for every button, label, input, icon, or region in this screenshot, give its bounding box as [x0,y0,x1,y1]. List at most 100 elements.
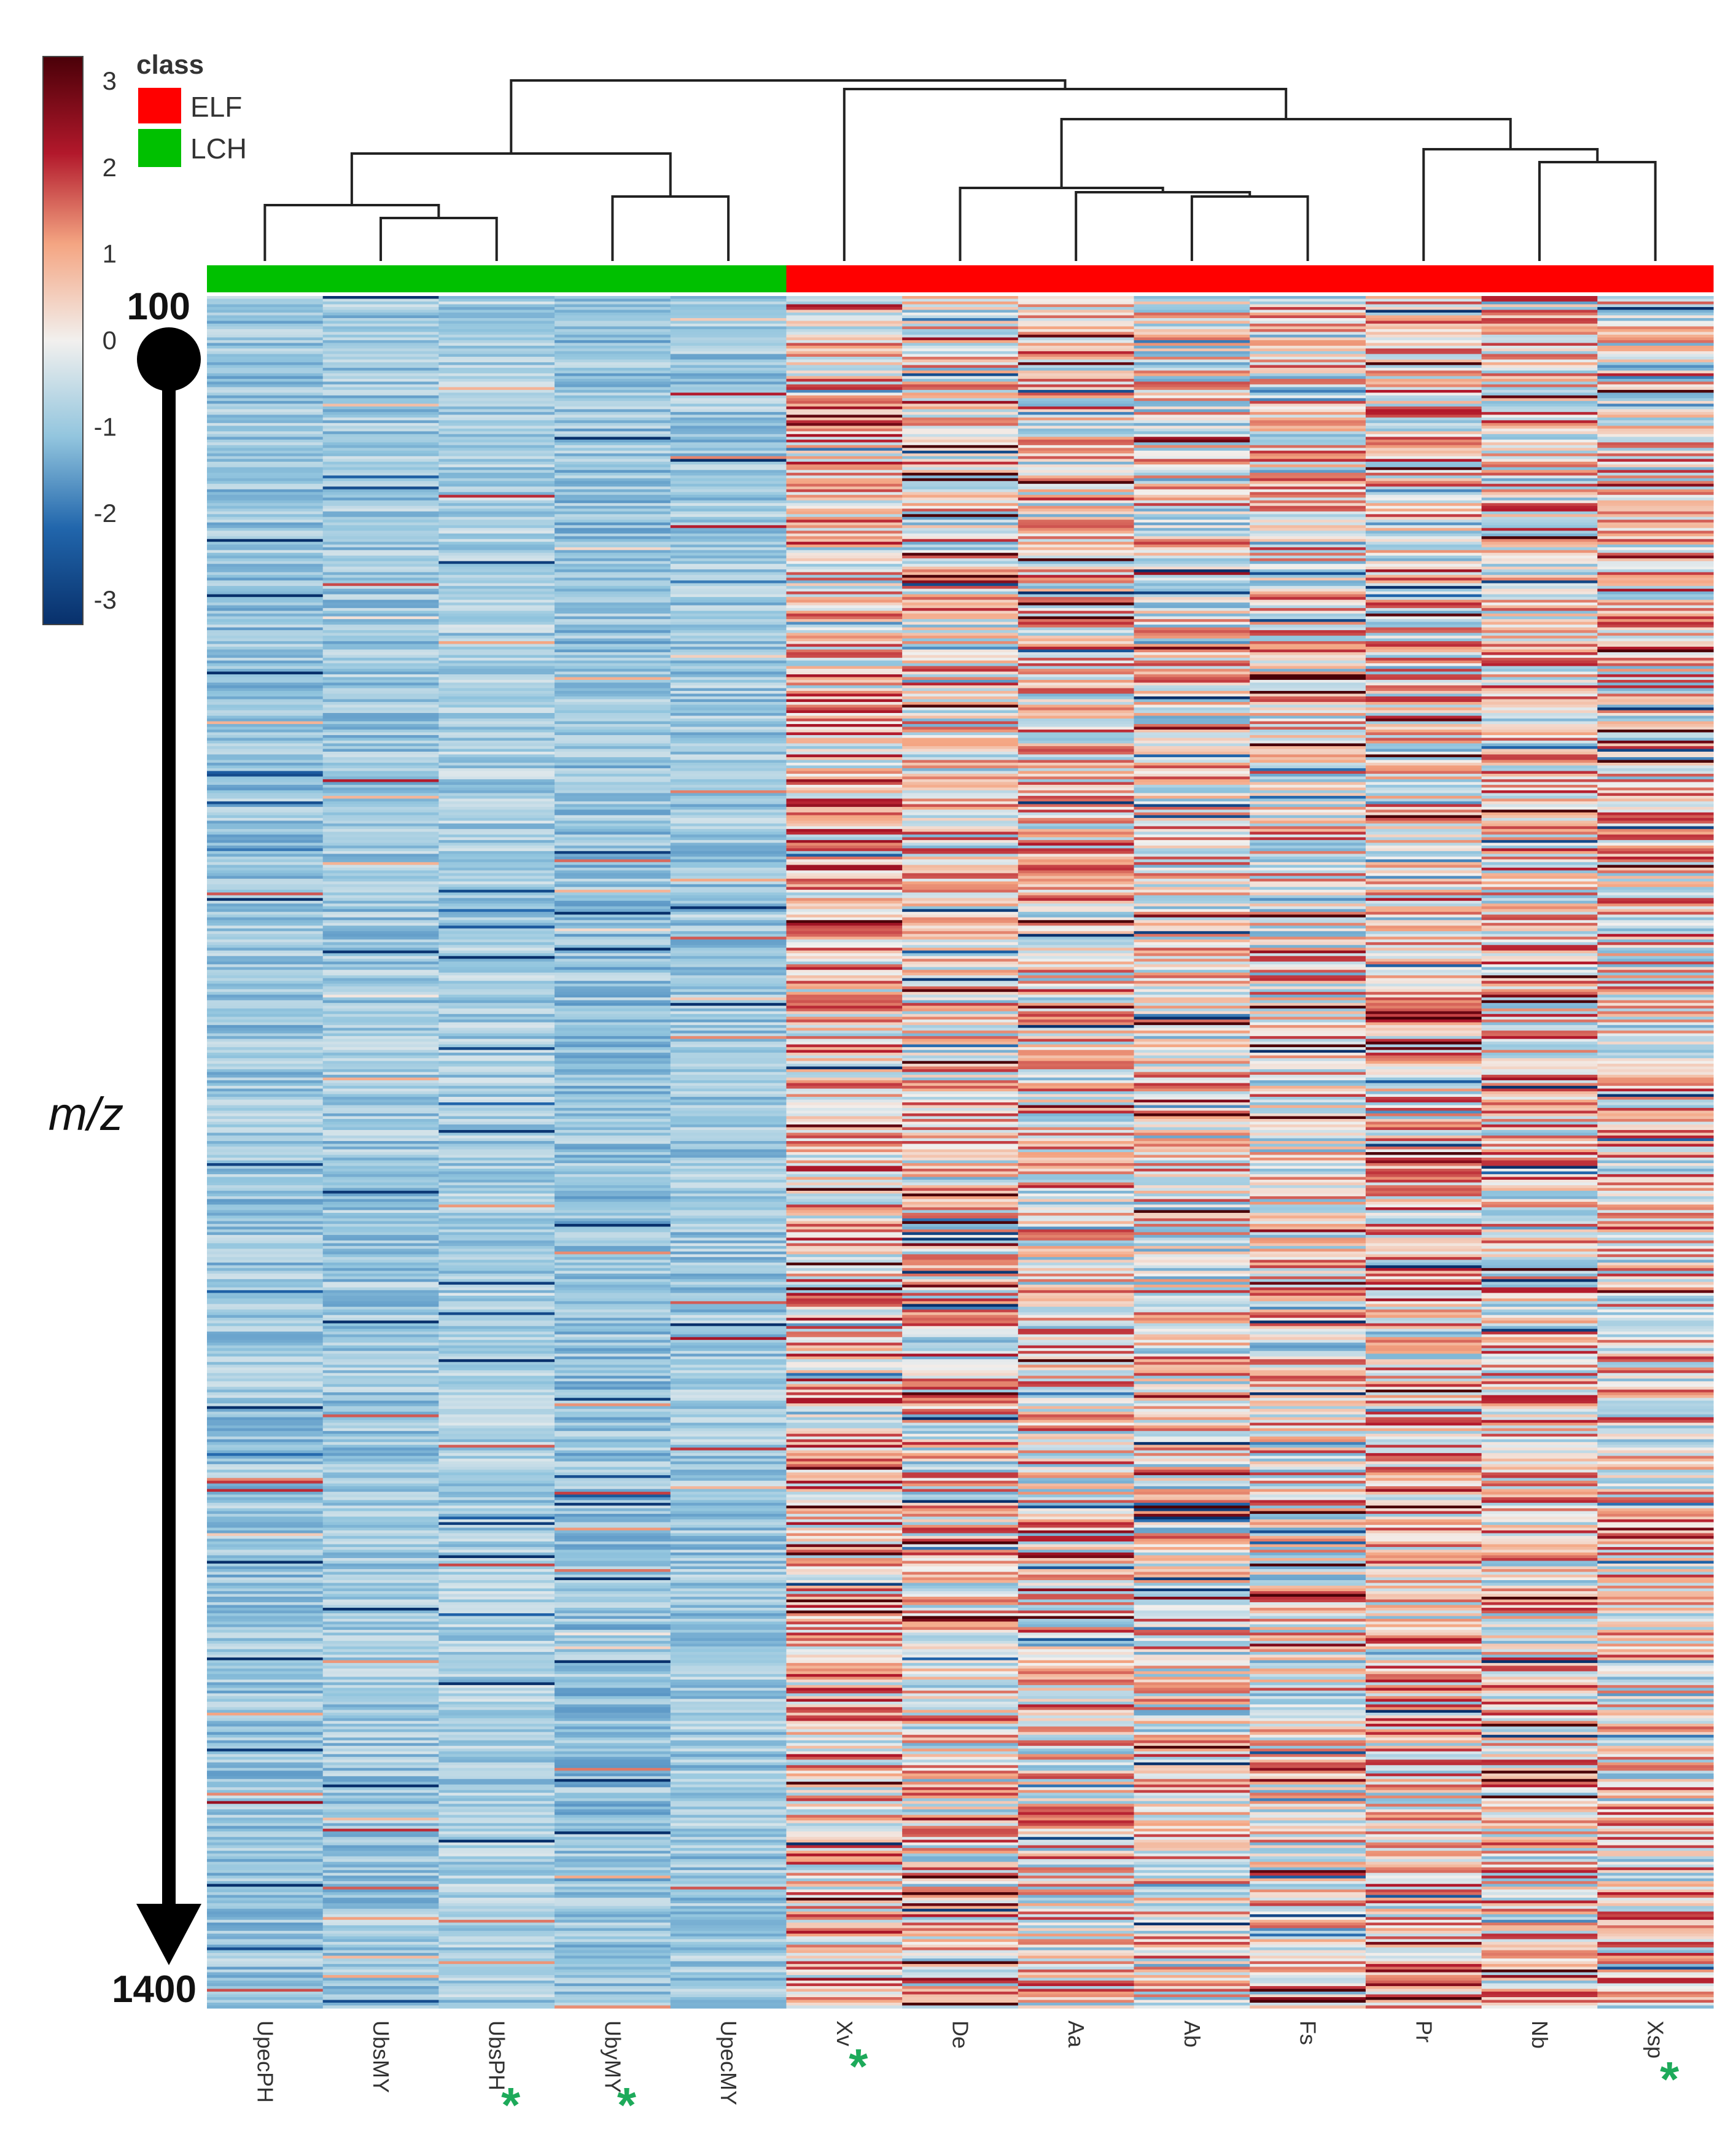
heatmap-cell [902,898,1019,902]
heatmap-cell [1018,1406,1135,1409]
heatmap-cell [786,784,903,789]
heatmap-cell [555,1867,671,1871]
heatmap-cell [786,693,903,697]
heatmap-cell [207,323,324,327]
heatmap-cell [207,373,324,377]
heatmap-cell [555,674,671,678]
heatmap-cell [438,1472,555,1476]
heatmap-cell [902,1933,1019,1937]
heatmap-cell [207,1632,324,1636]
heatmap-cell [207,340,324,344]
heatmap-cell [902,1232,1019,1236]
heatmap-cell [1018,881,1135,885]
heatmap-cell [902,724,1019,728]
heatmap-cell [207,1210,324,1214]
heatmap-cell [1018,1450,1135,1454]
heatmap-cell [902,1086,1019,1089]
heatmap-cell [670,1721,787,1724]
heatmap-cell [438,693,555,697]
dendrogram-branch [611,195,730,261]
heatmap-cell [786,1072,903,1075]
heatmap-cell [902,787,1019,791]
heatmap-cell [1018,1166,1135,1169]
heatmap-cell [438,1547,555,1551]
heatmap-cell [438,922,555,926]
heatmap-cell [1018,834,1135,838]
heatmap-cell [555,586,671,590]
heatmap-cell [786,1409,903,1412]
heatmap-cell [1018,588,1135,592]
heatmap-cell [322,1389,439,1393]
heatmap-cell [670,315,787,319]
heatmap-cell [902,840,1019,843]
heatmap-cell [670,1884,787,1887]
heatmap-cell [322,746,439,750]
heatmap-cell [786,917,903,921]
heatmap-cell [670,1933,787,1937]
heatmap-cell [438,442,555,446]
heatmap-cell [786,1249,903,1252]
heatmap-cell [786,732,903,736]
heatmap-cell [670,1527,787,1531]
heatmap-cell [902,1748,1019,1752]
heatmap-cell [1018,1953,1135,1957]
heatmap-cell [1018,1053,1135,1056]
heatmap-cell [438,492,555,496]
heatmap-cell [670,1298,787,1302]
heatmap-cell [438,933,555,937]
heatmap-cell [438,994,555,998]
heatmap-cell [670,1141,787,1145]
heatmap-cell [902,1981,1019,1984]
heatmap-cell [438,1431,555,1435]
heatmap-cell [207,395,324,399]
heatmap-cell [670,1983,787,1987]
heatmap-cell [786,638,903,642]
heatmap-cell [322,1745,439,1749]
heatmap-cell [555,1909,671,1912]
heatmap-cell [322,1983,439,1987]
heatmap-cell [902,688,1019,692]
heatmap-cell [322,1828,439,1832]
heatmap-cell [786,1350,903,1354]
heatmap-cell [670,1304,787,1307]
heatmap-cell [1018,1240,1135,1244]
heatmap-cell [786,765,903,769]
heatmap-cell [555,887,671,890]
heatmap-cell [670,751,787,755]
heatmap-cell [902,1400,1019,1404]
colorbar-tick-label: 1 [103,240,117,268]
heatmap-cell [1018,1657,1135,1661]
heatmap-cell [555,823,671,827]
heatmap-cell [322,837,439,841]
heatmap-cell [207,406,324,410]
heatmap-cell [670,1467,787,1470]
heatmap-cell [438,909,555,913]
heatmap-cell [786,1555,903,1559]
heatmap-cell [438,1304,555,1307]
dendrogram-branch [263,204,440,261]
heatmap-cell [786,1673,903,1677]
heatmap-cell [670,1986,787,1990]
heatmap-cell [322,1815,439,1818]
heatmap-cell [322,1834,439,1837]
heatmap-cell [207,1696,324,1699]
heatmap-cell [1018,1594,1135,1597]
heatmap-cell [322,1177,439,1180]
heatmap-cell [207,426,324,429]
heatmap-cell [1018,693,1135,697]
heatmap-cell [670,428,787,432]
heatmap-cell [555,1207,671,1211]
heatmap-cell [438,1850,555,1854]
heatmap-cell [670,1881,787,1885]
heatmap-cell [322,348,439,352]
heatmap-cell [438,1748,555,1752]
heatmap-cell [207,456,324,459]
heatmap-cell [438,806,555,810]
heatmap-cell [902,804,1019,808]
heatmap-cell [1018,1044,1135,1048]
heatmap-cell [902,994,1019,998]
heatmap-cell [670,367,787,372]
heatmap-cell [1018,1279,1135,1282]
heatmap-cell [322,751,439,755]
heatmap-cell [322,1431,439,1435]
